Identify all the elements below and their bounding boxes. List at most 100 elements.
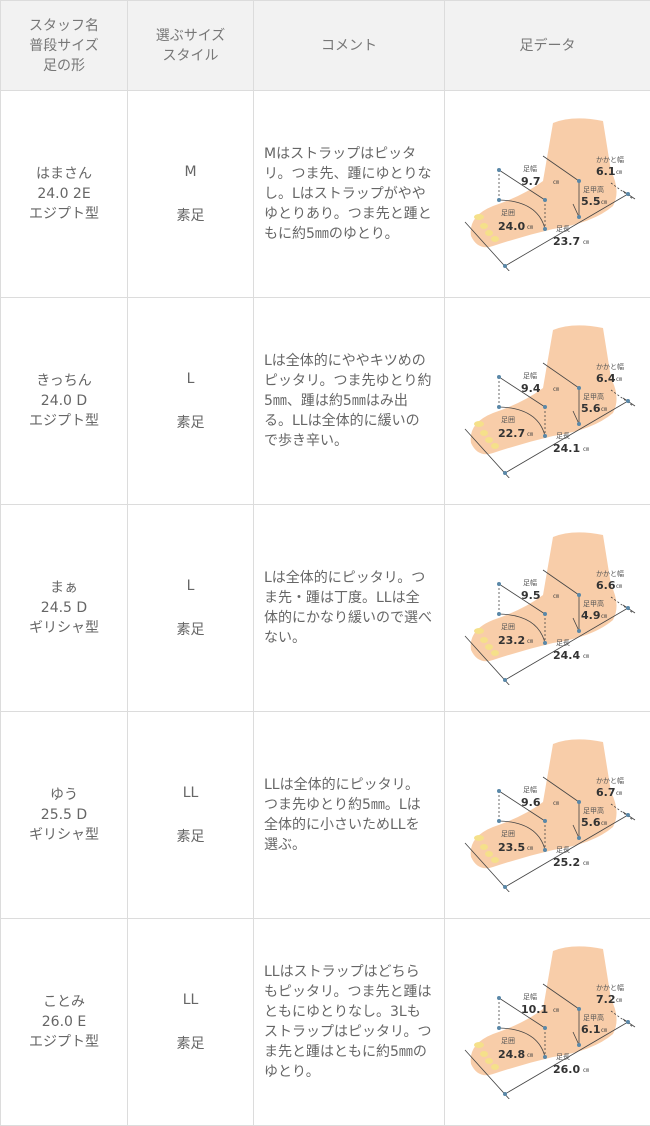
style: 素足 bbox=[129, 413, 252, 433]
heel-width-label: かかと幅 bbox=[596, 776, 624, 785]
header-row: スタッフ名 普段サイズ 足の形 選ぶサイズ スタイル コメント 足データ bbox=[1, 1, 650, 91]
staff-cell: きっちん 24.0 D エジプト型 bbox=[1, 298, 128, 505]
staff-cell: まぁ 24.5 D ギリシャ型 bbox=[1, 505, 128, 712]
staff-name: ゆう bbox=[2, 785, 126, 805]
heel-width-value: 6.6 bbox=[596, 579, 616, 592]
length-value: 23.7 bbox=[553, 235, 580, 248]
instep-height-value: 6.1 bbox=[581, 1023, 601, 1036]
usual-size: 24.0 2E bbox=[2, 184, 126, 204]
unit: ㎝ bbox=[601, 199, 607, 206]
foot-shape: エジプト型 bbox=[2, 411, 126, 431]
unit: ㎝ bbox=[527, 845, 533, 852]
instep-height-label: 足甲高 bbox=[583, 392, 604, 401]
girth-label: 足囲 bbox=[501, 1037, 515, 1045]
length-value: 25.2 bbox=[553, 856, 580, 869]
foot-data-cell: 足幅 9.5 ㎝ かかと幅 6.6 ㎝ 足甲高 4.9 ㎝ 足囲 23.2 ㎝ … bbox=[445, 505, 650, 712]
chosen-size: L bbox=[129, 369, 252, 389]
staff-name: ことみ bbox=[2, 992, 126, 1012]
length-value: 24.1 bbox=[553, 442, 580, 455]
foot-width-value: 9.6 bbox=[521, 796, 541, 809]
girth-label: 足囲 bbox=[501, 830, 515, 838]
header-choice-line: スタイル bbox=[129, 46, 252, 66]
heel-width-value: 6.1 bbox=[596, 165, 616, 178]
girth-label: 足囲 bbox=[501, 416, 515, 424]
heel-width-value: 7.2 bbox=[596, 993, 616, 1006]
foot-width-value: 10.1 bbox=[521, 1003, 548, 1016]
choice-cell: LL 素足 bbox=[128, 919, 254, 1126]
foot-diagram: 足幅 9.4 ㎝ かかと幅 6.4 ㎝ 足甲高 5.6 ㎝ 足囲 22.7 ㎝ … bbox=[453, 318, 643, 478]
foot-diagram: 足幅 9.5 ㎝ かかと幅 6.6 ㎝ 足甲高 4.9 ㎝ 足囲 23.2 ㎝ … bbox=[453, 525, 643, 685]
length-label: 足長 bbox=[556, 1053, 570, 1061]
style: 素足 bbox=[129, 206, 252, 226]
choice-cell: M 素足 bbox=[128, 91, 254, 298]
heel-width-value: 6.7 bbox=[596, 786, 616, 799]
comment: Lは全体的にピッタリ。つま先・踵は丁度。LLは全体的にかなり緩いので選べない。 bbox=[254, 505, 445, 712]
unit: ㎝ bbox=[601, 406, 607, 413]
table-row: はまさん 24.0 2E エジプト型 M 素足 Mはストラップはピッタリ。つま先… bbox=[1, 91, 650, 298]
choice-cell: L 素足 bbox=[128, 505, 254, 712]
unit: ㎝ bbox=[616, 376, 622, 383]
unit: ㎝ bbox=[553, 386, 559, 393]
foot-shape: エジプト型 bbox=[2, 1032, 126, 1052]
foot-diagram: 足幅 9.7 ㎝ かかと幅 6.1 ㎝ 足甲高 5.5 ㎝ 足囲 24.0 ㎝ … bbox=[453, 111, 643, 271]
table-row: ことみ 26.0 E エジプト型 LL 素足 LLはストラップはどちらもピッタリ… bbox=[1, 919, 650, 1126]
chosen-size: L bbox=[129, 576, 252, 596]
comment: LLはストラップはどちらもピッタリ。つま先と踵はともにゆとりなし。3Lもストラッ… bbox=[254, 919, 445, 1126]
foot-width-label: 足幅 bbox=[523, 164, 537, 173]
staff-cell: ゆう 25.5 D ギリシャ型 bbox=[1, 712, 128, 919]
girth-value: 22.7 bbox=[498, 427, 525, 440]
unit: ㎝ bbox=[553, 1007, 559, 1014]
style: 素足 bbox=[129, 620, 252, 640]
foot-width-label: 足幅 bbox=[523, 578, 537, 587]
unit: ㎝ bbox=[601, 613, 607, 620]
unit: ㎝ bbox=[527, 638, 533, 645]
chosen-size: M bbox=[129, 162, 252, 182]
length-label: 足長 bbox=[556, 225, 570, 233]
comment: Lは全体的にややキツめのピッタリ。つま先ゆとり約5㎜、踵は約5㎜はみ出る。LLは… bbox=[254, 298, 445, 505]
unit: ㎝ bbox=[601, 820, 607, 827]
instep-height-label: 足甲高 bbox=[583, 185, 604, 194]
header-choice-line: 選ぶサイズ bbox=[129, 26, 252, 46]
instep-height-label: 足甲高 bbox=[583, 1013, 604, 1022]
foot-diagram: 足幅 9.6 ㎝ かかと幅 6.7 ㎝ 足甲高 5.6 ㎝ 足囲 23.5 ㎝ … bbox=[453, 732, 643, 892]
girth-label: 足囲 bbox=[501, 623, 515, 631]
instep-height-label: 足甲高 bbox=[583, 599, 604, 608]
unit: ㎝ bbox=[527, 431, 533, 438]
length-label: 足長 bbox=[556, 432, 570, 440]
style: 素足 bbox=[129, 827, 252, 847]
instep-height-value: 4.9 bbox=[581, 609, 601, 622]
instep-height-value: 5.6 bbox=[581, 816, 601, 829]
staff-cell: ことみ 26.0 E エジプト型 bbox=[1, 919, 128, 1126]
heel-width-label: かかと幅 bbox=[596, 362, 624, 371]
unit: ㎝ bbox=[527, 224, 533, 231]
unit: ㎝ bbox=[527, 1052, 533, 1059]
table-row: きっちん 24.0 D エジプト型 L 素足 Lは全体的にややキツめのピッタリ。… bbox=[1, 298, 650, 505]
header-staff-line: 普段サイズ bbox=[2, 36, 126, 56]
unit: ㎝ bbox=[583, 239, 589, 246]
foot-data-cell: 足幅 9.7 ㎝ かかと幅 6.1 ㎝ 足甲高 5.5 ㎝ 足囲 24.0 ㎝ … bbox=[445, 91, 650, 298]
unit: ㎝ bbox=[583, 653, 589, 660]
comment: LLは全体的にピッタリ。つま先ゆとり約5㎜。Lは全体的に小さいためLLを選ぶ。 bbox=[254, 712, 445, 919]
header-staff-line: 足の形 bbox=[2, 56, 126, 76]
instep-height-label: 足甲高 bbox=[583, 806, 604, 815]
chosen-size: LL bbox=[129, 990, 252, 1010]
table-row: まぁ 24.5 D ギリシャ型 L 素足 Lは全体的にピッタリ。つま先・踵は丁度… bbox=[1, 505, 650, 712]
choice-cell: L 素足 bbox=[128, 298, 254, 505]
foot-shape: ギリシャ型 bbox=[2, 618, 126, 638]
staff-name: はまさん bbox=[2, 164, 126, 184]
length-value: 24.4 bbox=[553, 649, 580, 662]
header-comment: コメント bbox=[254, 1, 445, 91]
heel-width-label: かかと幅 bbox=[596, 155, 624, 164]
foot-width-label: 足幅 bbox=[523, 992, 537, 1001]
foot-width-value: 9.7 bbox=[521, 175, 541, 188]
staff-name: きっちん bbox=[2, 371, 126, 391]
unit: ㎝ bbox=[583, 446, 589, 453]
table-row: ゆう 25.5 D ギリシャ型 LL 素足 LLは全体的にピッタリ。つま先ゆとり… bbox=[1, 712, 650, 919]
foot-width-value: 9.5 bbox=[521, 589, 541, 602]
length-label: 足長 bbox=[556, 846, 570, 854]
unit: ㎝ bbox=[583, 860, 589, 867]
usual-size: 24.5 D bbox=[2, 598, 126, 618]
length-label: 足長 bbox=[556, 639, 570, 647]
instep-height-value: 5.5 bbox=[581, 195, 601, 208]
